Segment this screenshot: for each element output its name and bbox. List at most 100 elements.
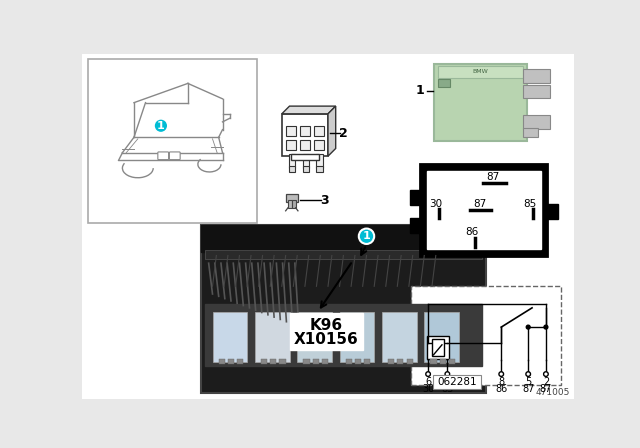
Bar — [289, 313, 363, 350]
Text: 30: 30 — [422, 384, 434, 395]
Bar — [440, 359, 446, 364]
Circle shape — [426, 372, 431, 376]
Bar — [289, 166, 295, 172]
Text: 1: 1 — [416, 84, 425, 97]
Text: 8: 8 — [498, 377, 504, 387]
Circle shape — [544, 325, 548, 329]
Text: 85: 85 — [523, 199, 536, 209]
Bar — [523, 128, 538, 137]
Bar — [205, 304, 482, 366]
Text: 062281: 062281 — [438, 377, 477, 387]
Text: 6: 6 — [425, 377, 431, 387]
Bar — [449, 359, 455, 364]
Circle shape — [499, 372, 504, 376]
Bar — [523, 69, 550, 83]
Text: 86: 86 — [465, 227, 479, 237]
Circle shape — [543, 372, 548, 376]
Polygon shape — [328, 106, 336, 156]
Bar — [270, 359, 276, 364]
Bar — [314, 140, 324, 150]
Bar — [406, 359, 413, 364]
Bar — [438, 66, 523, 78]
Bar — [288, 200, 292, 208]
Bar — [523, 116, 550, 129]
Bar — [282, 114, 328, 156]
Bar — [312, 359, 319, 364]
Bar — [228, 359, 234, 364]
Bar — [88, 59, 257, 223]
Bar — [291, 154, 319, 160]
Bar — [547, 204, 558, 220]
Bar — [411, 286, 561, 385]
Bar — [322, 359, 328, 364]
Text: 87: 87 — [486, 172, 499, 182]
Bar — [435, 64, 527, 141]
Bar — [289, 154, 295, 168]
Text: 4: 4 — [444, 377, 451, 387]
Bar — [201, 225, 486, 252]
Bar — [355, 359, 361, 364]
Circle shape — [526, 372, 531, 376]
Bar — [388, 359, 394, 364]
Bar — [410, 190, 421, 206]
Bar — [303, 166, 308, 172]
Bar — [285, 194, 298, 202]
Bar — [219, 359, 225, 364]
Bar — [280, 359, 285, 364]
Text: 30: 30 — [429, 199, 442, 209]
Bar — [303, 359, 310, 364]
Text: X10156: X10156 — [294, 332, 358, 347]
Bar — [340, 312, 374, 362]
Bar — [428, 171, 541, 250]
Bar — [410, 218, 421, 233]
Text: 1: 1 — [157, 121, 164, 131]
Bar — [424, 312, 459, 362]
Bar — [287, 140, 296, 150]
Circle shape — [526, 325, 530, 329]
Bar — [316, 154, 323, 168]
Text: BMW: BMW — [472, 69, 488, 74]
Bar — [201, 225, 486, 392]
Text: 87: 87 — [474, 199, 486, 209]
Circle shape — [359, 228, 374, 244]
Bar — [438, 79, 450, 87]
Text: 86: 86 — [495, 384, 508, 395]
Text: 3: 3 — [320, 194, 328, 207]
Text: 87: 87 — [540, 384, 552, 395]
Bar — [432, 340, 444, 356]
Text: 5: 5 — [525, 377, 531, 387]
Text: 87: 87 — [522, 384, 534, 395]
Bar — [303, 154, 308, 168]
Circle shape — [154, 119, 168, 133]
Text: 1: 1 — [363, 231, 371, 241]
Text: 471005: 471005 — [536, 388, 570, 397]
FancyBboxPatch shape — [158, 152, 168, 159]
Bar — [205, 250, 482, 259]
Bar — [427, 336, 449, 359]
FancyBboxPatch shape — [170, 152, 180, 159]
Bar — [316, 166, 323, 172]
Bar — [237, 359, 243, 364]
Bar — [397, 359, 403, 364]
Bar — [382, 312, 417, 362]
Text: 2: 2 — [543, 377, 549, 387]
Bar — [212, 312, 247, 362]
Bar — [346, 359, 352, 364]
Text: 85: 85 — [441, 384, 454, 395]
Bar — [255, 312, 289, 362]
Text: K96: K96 — [310, 318, 342, 332]
Bar — [523, 85, 550, 99]
Bar — [287, 126, 296, 136]
Bar — [300, 126, 310, 136]
Bar — [431, 359, 436, 364]
Bar — [297, 312, 332, 362]
Bar — [420, 164, 547, 256]
Polygon shape — [282, 106, 336, 114]
Bar — [300, 140, 310, 150]
Bar — [364, 359, 371, 364]
Bar — [261, 359, 267, 364]
Bar — [433, 375, 481, 389]
Circle shape — [445, 372, 450, 376]
Bar — [314, 126, 324, 136]
Text: 2: 2 — [339, 127, 348, 140]
